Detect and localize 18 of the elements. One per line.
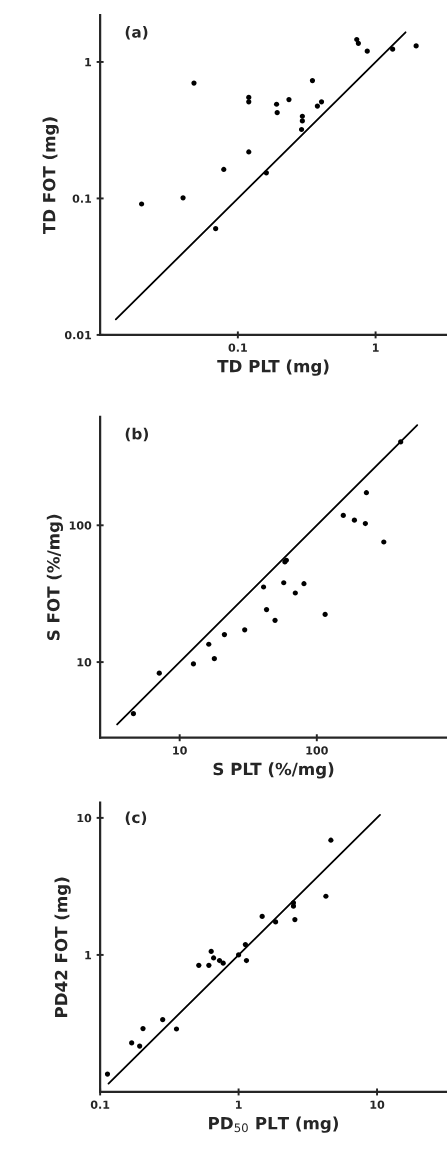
x-axis-title: TD PLT (mg) bbox=[217, 359, 329, 376]
x-axis-title: PD$_{50}$ PLT (mg) bbox=[209, 1116, 338, 1133]
x-tick-label: 10 bbox=[370, 1100, 385, 1109]
annotation: (c) bbox=[125, 811, 147, 825]
y-axis-title: PD42 FOT (mg) bbox=[54, 877, 71, 1017]
y-tick-label: 1 bbox=[85, 58, 92, 67]
annotation: (a) bbox=[125, 26, 148, 40]
y-tick-label: 100 bbox=[69, 521, 92, 530]
x-axis-title: S PLT (%/mg) bbox=[213, 762, 334, 779]
y-tick-label: 0.01 bbox=[64, 330, 92, 340]
y-tick-label: 0.1 bbox=[72, 194, 92, 203]
x-tick-label: 1 bbox=[235, 1100, 242, 1109]
y-axis-title: S FOT (%/mg) bbox=[46, 514, 64, 641]
y-axis-title: TD FOT (mg) bbox=[42, 117, 59, 235]
y-tick-label: 1 bbox=[85, 951, 92, 960]
y-tick-label: 10 bbox=[77, 658, 92, 667]
annotation: (b) bbox=[125, 427, 148, 442]
y-tick-label: 10 bbox=[77, 813, 92, 823]
